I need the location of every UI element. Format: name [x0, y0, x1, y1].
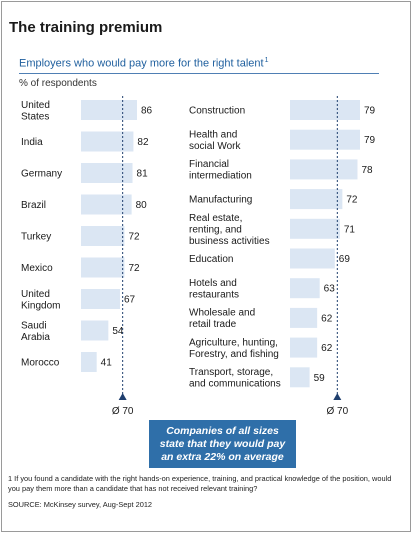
value-label-financial-intermediation: 78: [361, 165, 373, 176]
bar-united-kingdom: [81, 289, 120, 309]
category-label-hotels-and-restaurants: Hotels and restaurants: [189, 278, 239, 301]
category-label-brazil: Brazil: [21, 200, 46, 211]
category-label-construction: Construction: [189, 106, 245, 117]
callout-box: Companies of all sizes state that they w…: [149, 420, 296, 468]
bar-morocco: [81, 352, 97, 372]
category-label-germany: Germany: [21, 169, 62, 180]
reference-label: Ø 70: [112, 406, 134, 417]
reference-marker-icon: [333, 393, 342, 400]
subtitle-text: Employers who would pay more for the rig…: [19, 57, 264, 70]
source-note: SOURCE: McKinsey survey, Aug-Sept 2012: [8, 500, 153, 509]
value-label-united-states: 86: [141, 106, 153, 117]
category-label-united-states: United States: [21, 100, 50, 123]
value-label-brazil: 80: [136, 200, 148, 211]
value-label-morocco: 41: [101, 358, 113, 369]
bar-hotels-and-restaurants: [290, 278, 320, 299]
bar-real-estate-renting-and-business-activities: [290, 218, 340, 239]
category-label-agriculture-hunting-forestry-and-fishing: Agriculture, hunting, Forestry, and fishi…: [189, 337, 279, 360]
category-label-morocco: Morocco: [21, 358, 60, 369]
bar-wholesale-and-retail-trade: [290, 307, 318, 328]
value-label-education: 69: [339, 254, 351, 265]
value-label-construction: 79: [364, 106, 376, 117]
category-label-transport-storage-and-communications: Transport, storage, and communications: [189, 367, 281, 390]
category-label-mexico: Mexico: [21, 263, 53, 274]
bar-mexico: [81, 257, 125, 278]
category-label-health-and-social-work: Health and social Work: [189, 129, 241, 152]
value-label-india: 82: [137, 137, 149, 148]
subtitle-footnote-marker: 1: [264, 57, 269, 64]
subtitle-rule: [19, 73, 379, 74]
category-label-manufacturing: Manufacturing: [189, 195, 252, 206]
category-label-real-estate-renting-and-business-activities: Real estate, renting, and business activit…: [189, 213, 270, 247]
chart-subtitle: Employers who would pay more for the rig…: [19, 57, 268, 70]
bar-construction: [290, 100, 360, 120]
category-label-united-kingdom: United Kingdom: [21, 289, 60, 312]
value-label-manufacturing: 72: [346, 195, 358, 206]
callout-text: Companies of all sizes state that they w…: [159, 424, 286, 463]
footnote: 1 If you found a candidate with the righ…: [8, 474, 392, 493]
bar-financial-intermediation: [290, 159, 358, 180]
bar-manufacturing: [290, 189, 343, 210]
value-label-united-kingdom: 67: [124, 295, 136, 306]
category-label-wholesale-and-retail-trade: Wholesale and retail trade: [189, 308, 255, 331]
value-label-saudi-arabia: 54: [112, 326, 124, 337]
bar-united-states: [81, 100, 137, 120]
bar-brazil: [81, 194, 132, 215]
value-label-germany: 81: [137, 169, 149, 180]
country-bar-chart: United States 86 India 82 Germany 81 Brazil 80 Tu…: [21, 96, 153, 417]
reference-marker-icon: [118, 393, 127, 400]
value-label-turkey: 72: [128, 232, 140, 243]
bar-germany: [81, 163, 133, 183]
chart-title: The training premium: [9, 19, 163, 36]
bar-transport-storage-and-communications: [290, 367, 310, 388]
category-label-financial-intermediation: Financial intermediation: [189, 159, 252, 182]
value-label-hotels-and-restaurants: 63: [324, 284, 336, 295]
category-label-india: India: [21, 137, 43, 148]
value-label-agriculture-hunting-forestry-and-fishing: 62: [321, 343, 333, 354]
unit-label: % of respondents: [19, 78, 97, 89]
bar-india: [81, 131, 134, 152]
reference-label: Ø 70: [326, 406, 348, 417]
value-label-transport-storage-and-communications: 59: [314, 373, 326, 384]
bar-education: [290, 248, 335, 269]
value-label-mexico: 72: [128, 263, 140, 274]
value-label-health-and-social-work: 79: [364, 135, 376, 146]
category-label-saudi-arabia: Saudi Arabia: [21, 320, 50, 343]
industry-bar-chart: Construction 79 Health and social Work 79 Fin…: [189, 96, 376, 417]
category-label-turkey: Turkey: [21, 232, 51, 243]
category-label-education: Education: [189, 254, 233, 265]
bar-turkey: [81, 226, 125, 246]
bar-agriculture-hunting-forestry-and-fishing: [290, 337, 318, 358]
bar-saudi-arabia: [81, 320, 109, 341]
value-label-wholesale-and-retail-trade: 62: [321, 313, 333, 324]
bar-health-and-social-work: [290, 129, 360, 150]
value-label-real-estate-renting-and-business-activities: 71: [344, 224, 356, 235]
